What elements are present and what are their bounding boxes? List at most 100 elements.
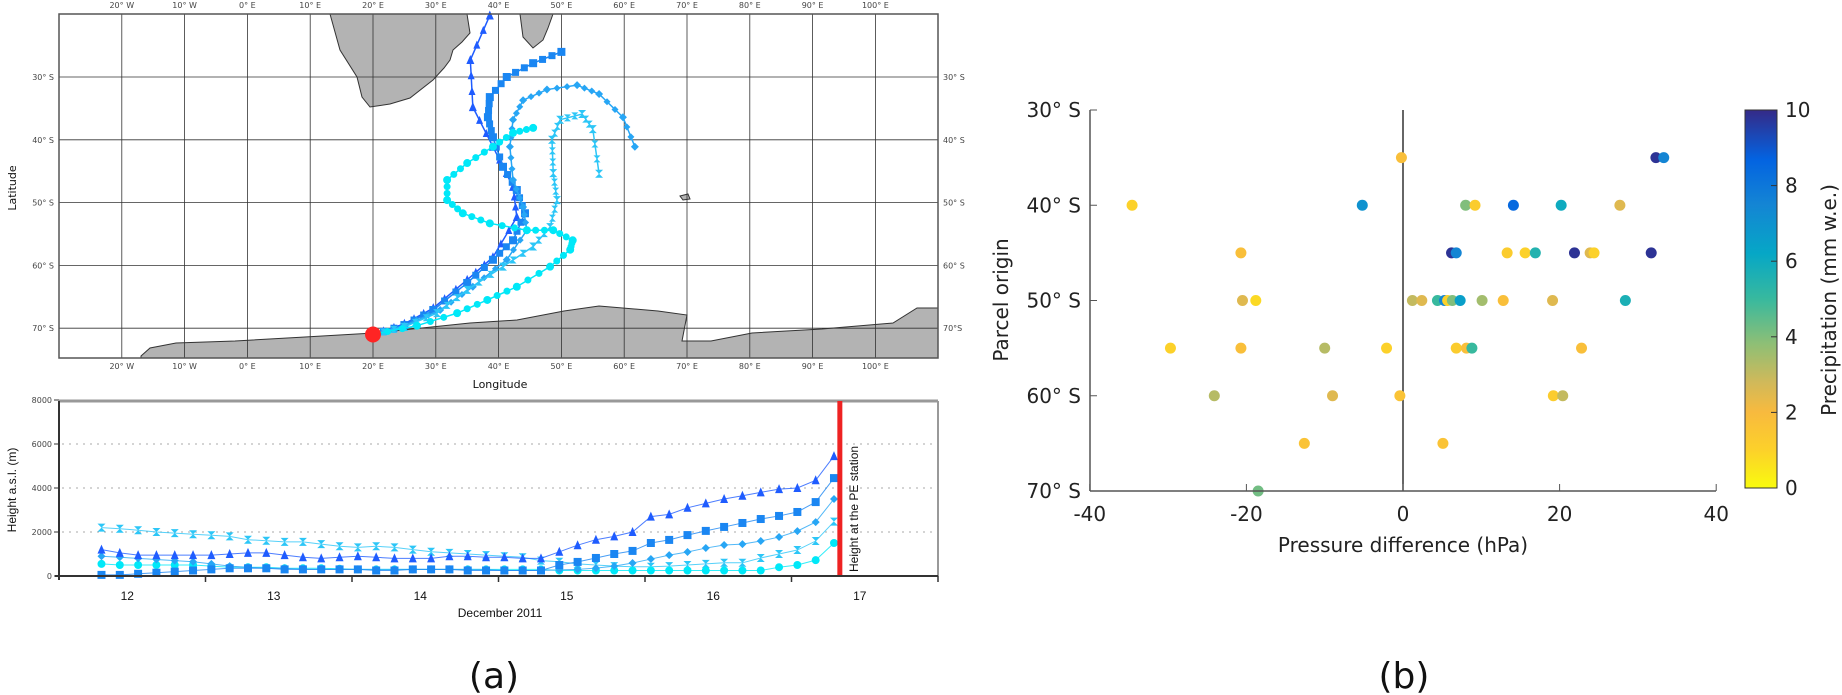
height-marker xyxy=(207,550,216,560)
scatter-point xyxy=(1298,437,1310,449)
trajectory-marker xyxy=(539,55,547,63)
height-marker xyxy=(793,483,802,492)
height-marker xyxy=(353,543,362,552)
trajectory-marker xyxy=(493,292,501,300)
height-marker xyxy=(445,565,454,574)
trajectory-marker xyxy=(497,239,505,248)
trajectory-marker xyxy=(505,142,514,151)
trajectory-marker xyxy=(529,59,538,68)
scatter-point xyxy=(1450,247,1462,259)
station-marker xyxy=(365,326,381,343)
height-marker xyxy=(756,566,765,575)
scatter-point xyxy=(1319,342,1331,354)
height-marker xyxy=(482,552,491,562)
height-marker xyxy=(243,564,252,573)
height-marker xyxy=(353,551,362,561)
trajectory-marker xyxy=(480,263,488,271)
height-x-tick-label: 17 xyxy=(853,589,867,603)
trajectory-marker xyxy=(556,115,565,124)
height-marker xyxy=(170,529,179,538)
trajectory-marker xyxy=(542,85,551,94)
height-marker xyxy=(189,530,198,539)
height-series: Height at the PE station xyxy=(97,401,861,579)
trajectory-marker xyxy=(588,125,597,134)
colorbar xyxy=(1744,109,1778,489)
trajectory-marker xyxy=(483,113,492,122)
scatter-y-label: Parcel origin xyxy=(989,238,1013,361)
trajectory-marker xyxy=(502,243,510,251)
scatter-point xyxy=(1437,437,1449,449)
map-lat-label-right: 40° S xyxy=(943,136,965,145)
height-marker xyxy=(372,566,381,575)
map-lon-label-top: 20° E xyxy=(362,1,384,10)
trajectory-marker xyxy=(512,109,520,117)
map-lon-label-bottom: 100° E xyxy=(862,362,889,371)
antarctica-landmass xyxy=(140,305,939,359)
colorbar-tick-label: 4 xyxy=(1785,325,1798,349)
height-marker xyxy=(738,558,747,567)
height-marker xyxy=(463,566,472,575)
height-marker xyxy=(317,565,326,574)
height-marker xyxy=(317,540,326,549)
trajectory-marker xyxy=(496,138,504,146)
height-marker xyxy=(811,537,820,546)
trajectory-marker xyxy=(505,225,513,234)
scatter-point xyxy=(1235,247,1247,259)
trajectory-marker xyxy=(535,269,543,277)
trajectory-marker xyxy=(546,262,555,271)
height-marker xyxy=(134,569,143,578)
trajectory-marker xyxy=(535,236,543,244)
height-marker xyxy=(536,566,545,575)
height-marker xyxy=(756,537,765,546)
trajectory-marker xyxy=(580,84,588,92)
scatter-point xyxy=(1507,199,1519,211)
trajectory-marker xyxy=(488,142,497,151)
panel-label-b: (b) xyxy=(1379,656,1430,695)
height-marker xyxy=(683,566,692,575)
scatter-point xyxy=(1497,295,1509,306)
scatter-point xyxy=(1619,295,1631,306)
height-marker xyxy=(280,550,289,560)
map-lon-label-top: 100° E xyxy=(862,1,889,10)
scatter-point xyxy=(1450,342,1462,354)
trajectory-marker xyxy=(454,205,462,213)
height-marker xyxy=(262,536,271,545)
trajectory-marker xyxy=(509,236,518,245)
trajectory-marker xyxy=(468,213,476,221)
scatter-point xyxy=(1327,390,1339,402)
height-x-tick-label: 12 xyxy=(121,589,135,603)
scatter-point xyxy=(1658,152,1670,164)
height-y-tick-label: 0 xyxy=(47,572,52,581)
height-marker xyxy=(115,570,124,579)
trajectory-map: Longitude Latitude xyxy=(6,10,939,391)
height-y-tick-label: 2000 xyxy=(32,528,52,537)
colorbar-tick-label: 8 xyxy=(1785,174,1798,198)
height-marker xyxy=(738,518,747,527)
height-marker xyxy=(500,566,509,575)
map-lat-label-left: 50° S xyxy=(32,199,54,208)
height-marker xyxy=(738,490,747,500)
trajectory-line xyxy=(372,127,574,336)
trajectory-marker xyxy=(450,170,458,178)
map-lon-label-bottom: 60° E xyxy=(613,362,635,371)
trajectory-marker xyxy=(466,55,475,65)
map-lon-label-top: 50° E xyxy=(551,1,573,10)
height-marker xyxy=(591,553,600,562)
trajectory-marker xyxy=(488,255,497,264)
height-marker xyxy=(500,552,509,562)
trajectory-marker xyxy=(443,301,451,309)
height-marker xyxy=(646,566,655,575)
scatter-point xyxy=(1645,247,1657,259)
height-marker xyxy=(317,553,326,563)
height-marker xyxy=(646,511,655,521)
scatter-point xyxy=(1501,247,1513,259)
scatter-ticks: -40 -20 0 20 40 30° S 40° S 50° S 60° S 70° S xyxy=(1026,98,1728,526)
trajectory-marker xyxy=(443,189,451,197)
scatter-point xyxy=(1519,247,1531,259)
map-lat-label-left: 40° S xyxy=(32,136,54,145)
trajectory-marker xyxy=(551,129,559,137)
height-marker xyxy=(427,553,436,563)
height-marker xyxy=(793,546,802,555)
trajectory-marker xyxy=(491,86,499,94)
